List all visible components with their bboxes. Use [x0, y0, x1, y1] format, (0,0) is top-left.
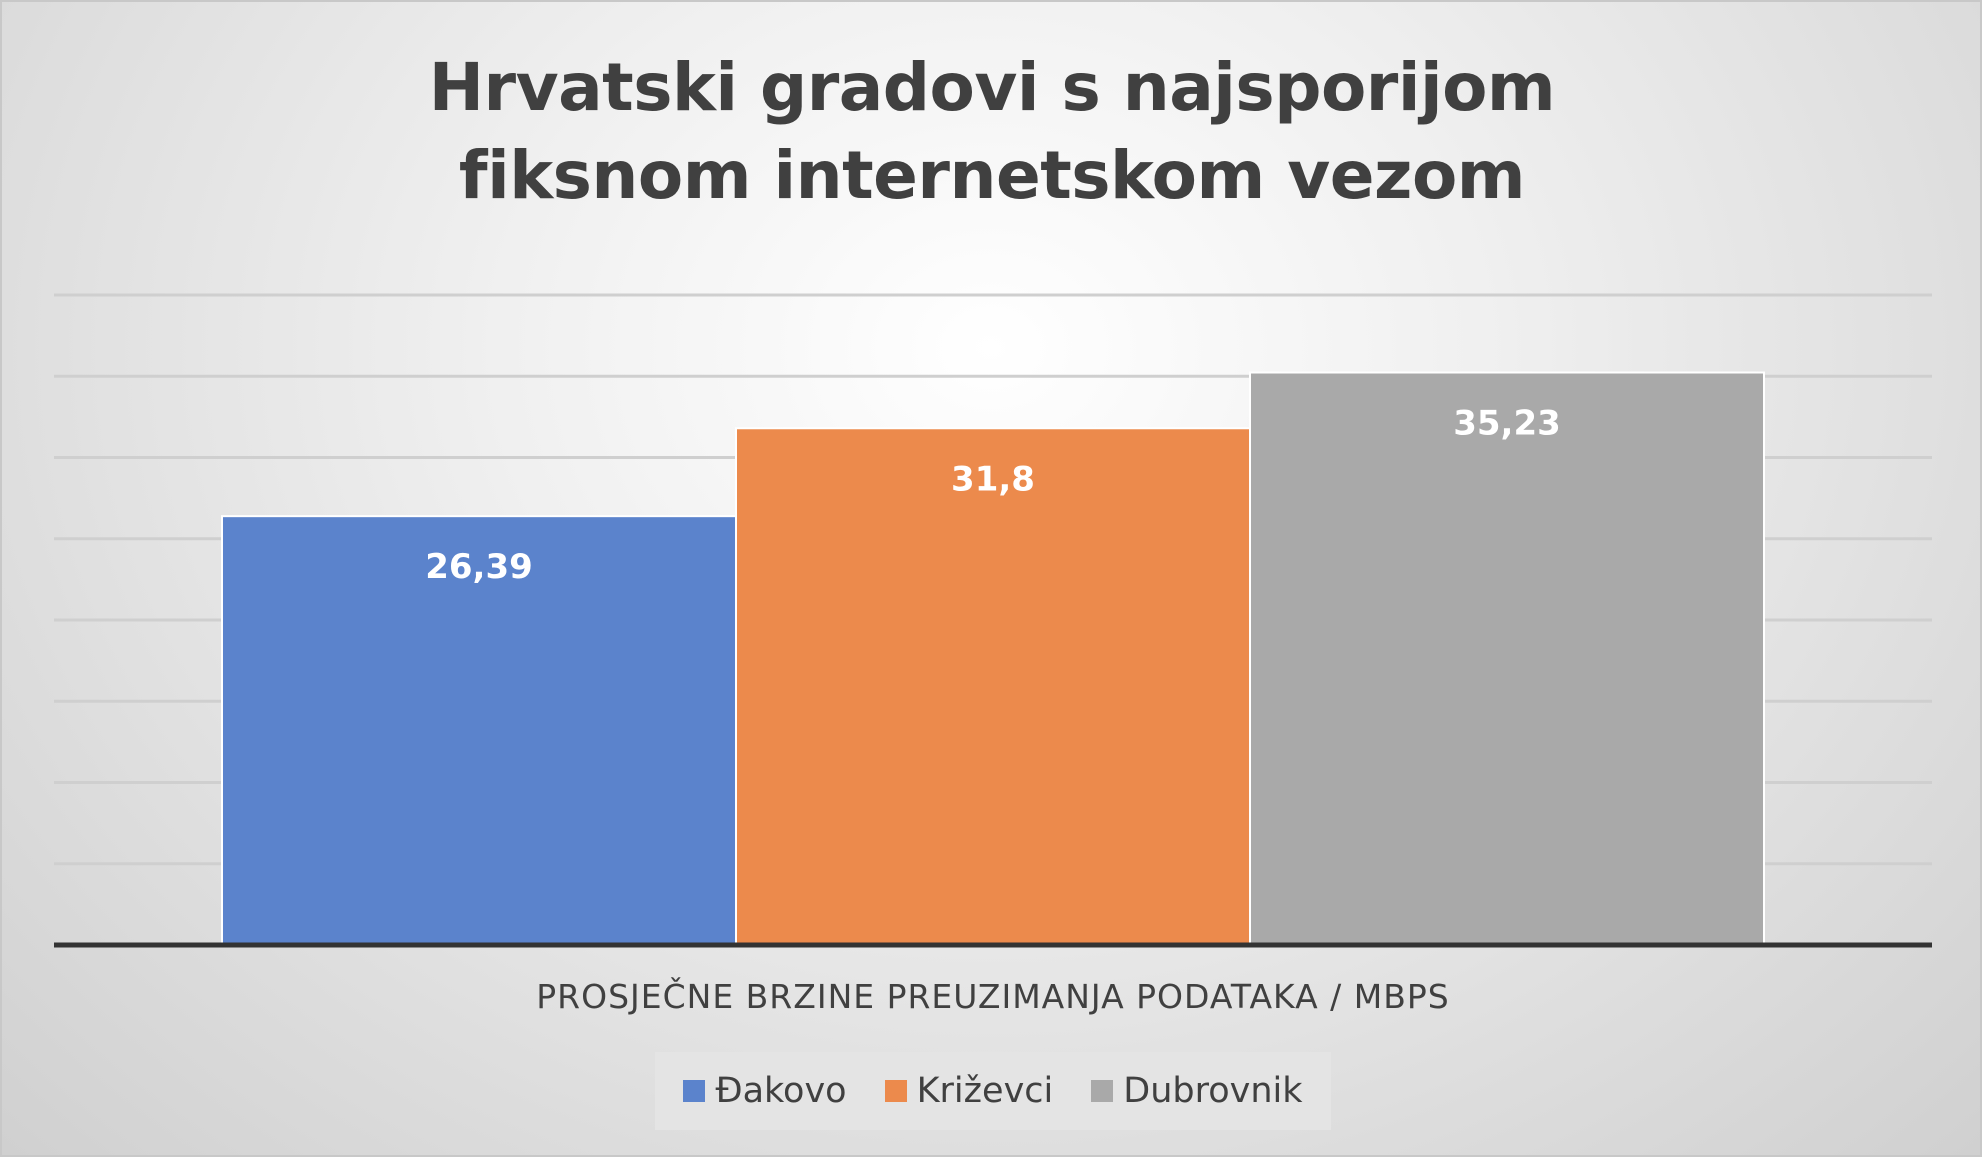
data-label-2: 35,23	[1453, 404, 1561, 444]
legend-label-dakovo: Đakovo	[715, 1071, 847, 1111]
bar-0	[221, 515, 737, 946]
legend-swatch-krizevci	[884, 1080, 907, 1102]
x-axis-title: PROSJEČNE BRZINE PREUZIMANJA PODATAKA / …	[536, 977, 1450, 1016]
bars	[221, 371, 1765, 946]
legend-item-krizevci: Križevci	[884, 1071, 1054, 1111]
data-labels: 26,39 31,8 35,23	[425, 404, 1561, 588]
bar-1	[735, 427, 1251, 946]
legend-swatch-dubrovnik	[1091, 1080, 1114, 1102]
chart-title: Hrvatski gradovi s najsporijom fiksnom i…	[428, 49, 1556, 214]
data-label-1: 31,8	[951, 459, 1035, 499]
legend-label-dubrovnik: Dubrovnik	[1123, 1071, 1303, 1111]
legend-swatch-dakovo	[683, 1080, 706, 1102]
legend-label-krizevci: Križevci	[916, 1071, 1054, 1111]
bar-2	[1249, 371, 1765, 946]
legend-item-dakovo: Đakovo	[683, 1071, 847, 1111]
legend-item-dubrovnik: Dubrovnik	[1091, 1071, 1303, 1111]
data-label-0: 26,39	[425, 547, 533, 587]
legend: Đakovo Križevci Dubrovnik	[655, 1052, 1331, 1130]
